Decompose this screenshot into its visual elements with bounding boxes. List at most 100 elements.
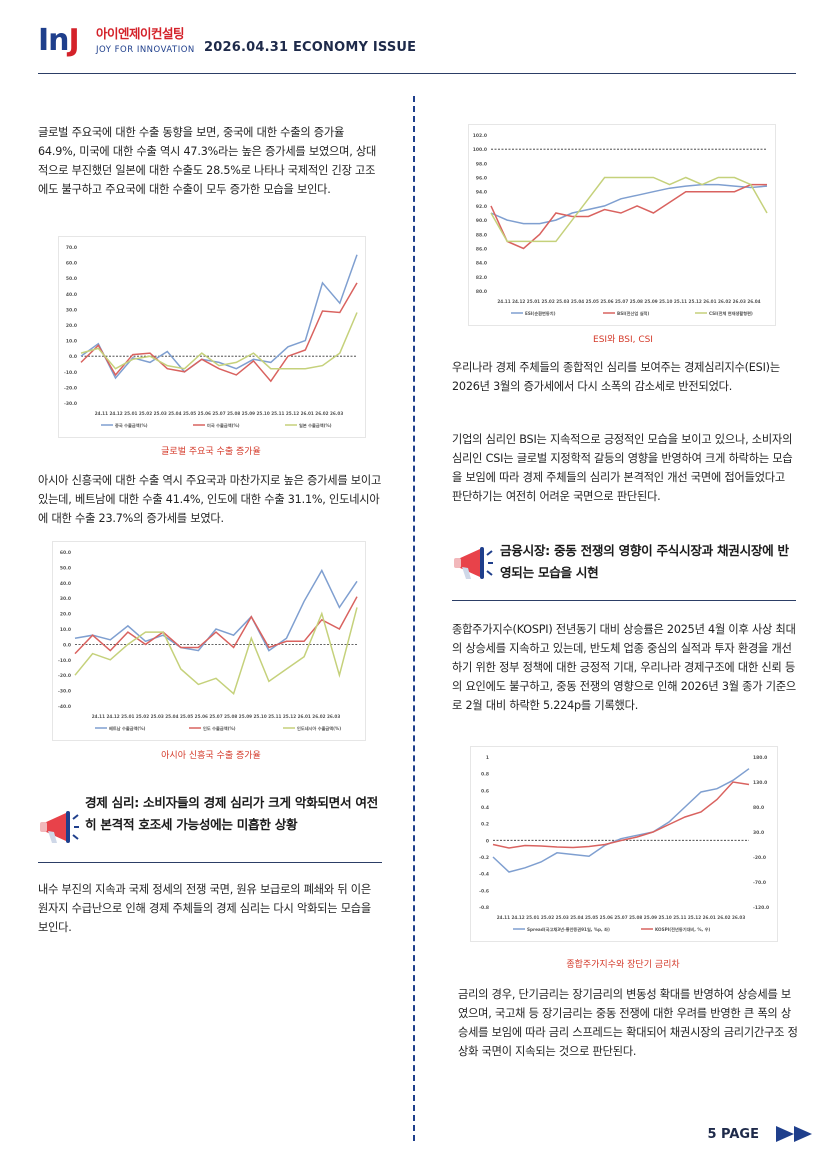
paragraph-global-exports: 글로벌 주요국에 대한 수출 동향을 보면, 중국에 대한 수출의 증가율 64… <box>38 126 377 196</box>
y-tick-label: 92.0 <box>476 204 487 210</box>
series-line <box>490 183 767 250</box>
y-tick-label: 0.2 <box>481 822 489 828</box>
series-line <box>74 607 358 696</box>
series-line <box>490 176 768 243</box>
chart-kospi-spread-svg: 1 0.8 0.6 0.4 0.2 0 -0.2 -0.4 -0.6 -0.8 180.0 130.0… <box>479 755 769 933</box>
chart-esi-bsi-csi: 102.0 100.0 98.0 96.0 94.0 92.0 90.0 88.0 86.0 84… <box>468 124 776 326</box>
y-tick-label: -20.0 <box>58 673 71 679</box>
y-tick-label: -10.0 <box>64 370 77 376</box>
x-tick-labels: 24.11 24.12 25.01 25.02 25.03 25.04 25.0… <box>92 714 341 719</box>
x-tick-labels: 24.11 24.12 25.01 25.02 25.03 25.04 25.0… <box>95 411 344 416</box>
y-tick-label: -10.0 <box>58 658 71 664</box>
x-tick-labels: 24.11 24.12 25.01 25.02 25.03 25.04 25.0… <box>497 299 760 304</box>
y-tick-label: -0.6 <box>479 888 489 894</box>
section-title-financial-market: 금융시장: 중동 전쟁의 영향이 주식시장과 채권시장에 반영되는 모습을 시현 <box>500 543 789 580</box>
y-tick-label: 40.0 <box>66 292 77 298</box>
y-tick-label: -30.0 <box>58 689 71 695</box>
legend-label: 중국 수출금액(%) <box>115 422 148 429</box>
y-tick-label: -0.8 <box>479 905 489 911</box>
y-tick-label: 88.0 <box>476 232 487 238</box>
paragraph-bsi-csi: 기업의 심리인 BSI는 지속적으로 긍정적인 모습을 보이고 있으나, 소비자… <box>452 433 793 503</box>
y-tick-label: 50.0 <box>60 565 71 571</box>
megaphone-icon <box>450 541 494 585</box>
y-tick-label: -0.4 <box>479 872 489 878</box>
paragraph-interest-rates: 금리의 경우, 단기금리는 장기금리의 변동성 확대를 반영하여 상승세를 보였… <box>458 988 798 1058</box>
y-tick-label: 90.0 <box>476 218 487 224</box>
page-number: 5 PAGE <box>707 1127 759 1142</box>
y-tick-label: -20.0 <box>64 385 77 391</box>
y-tick-label: 0.8 <box>481 772 489 778</box>
legend-label: 인도 수출금액(%) <box>203 725 236 732</box>
chart-kospi-spread: 1 0.8 0.6 0.4 0.2 0 -0.2 -0.4 -0.6 -0.8 180.0 130.0… <box>470 746 778 942</box>
y-tick-label: 0.6 <box>481 788 489 794</box>
y-tick-label: 86.0 <box>476 246 487 252</box>
y-tick-label: 1 <box>486 755 489 761</box>
series-line <box>74 568 358 652</box>
section-rule-right <box>452 600 796 601</box>
y-tick-label: -40.0 <box>58 704 71 710</box>
caption-asia-exports: 아시아 신흥국 수출 증가율 <box>161 751 261 761</box>
caption-global-exports: 글로벌 주요국 수출 증가율 <box>161 447 261 457</box>
y-tick-label: 102.0 <box>473 133 487 139</box>
y2-tick-label: 130.0 <box>753 780 767 786</box>
section-title-economic-sentiment: 경제 심리: 소비자들의 경제 심리가 크게 악화되면서 여전히 본격적 호조세… <box>85 795 378 832</box>
y-tick-label: 20.0 <box>60 612 71 618</box>
series-line <box>80 254 358 380</box>
y-tick-label: 40.0 <box>60 581 71 587</box>
y-tick-label: 30.0 <box>66 307 77 313</box>
y-tick-label: 80.0 <box>476 289 487 295</box>
legend-label: CSI(전체 현재생활형편) <box>709 310 753 317</box>
legend-label: BSI(전산업 실적) <box>617 310 649 317</box>
paragraph-esi: 우리나라 경제 주체들의 종합적인 심리를 보여주는 경제심리지수(ESI)는 … <box>452 361 780 393</box>
chart-esi-bsi-csi-svg: 102.0 100.0 98.0 96.0 94.0 92.0 90.0 88.0 86.0 84… <box>473 133 768 317</box>
y-tick-label: 10.0 <box>66 339 77 345</box>
column-divider <box>413 96 415 1141</box>
y-tick-label: 30.0 <box>60 596 71 602</box>
chart-global-exports: 70.0 60.0 50.0 40.0 30.0 20.0 10.0 0.0 -10.0 -20.… <box>58 236 366 438</box>
issue-title: 2026.04.31 ECONOMY ISSUE <box>204 40 417 55</box>
legend-label: KOSPI(전년동기대비, %, 우) <box>655 926 710 933</box>
paragraph-domestic-demand: 내수 부진의 지속과 국제 정세의 전쟁 국면, 원유 보급로의 폐쇄와 뒤 이… <box>38 883 371 934</box>
y-tick-label: -30.0 <box>64 401 77 407</box>
legend-label: 미국 수출금액(%) <box>207 422 240 429</box>
y-tick-label: 60.0 <box>66 261 77 267</box>
logo-tagline: JOY FOR INNOVATION <box>96 45 195 55</box>
legend-label: 인도네시아 수출금액(%) <box>297 725 341 732</box>
y-tick-label: 0.4 <box>481 805 489 811</box>
y-tick-label: -0.2 <box>479 855 489 861</box>
y-tick-label: 100.0 <box>473 147 487 153</box>
legend-label: 일본 수출금액(%) <box>299 422 332 429</box>
chart-global-exports-svg: 70.0 60.0 50.0 40.0 30.0 20.0 10.0 0.0 -10.0 -20.… <box>64 245 358 429</box>
series-line <box>80 282 358 383</box>
legend-label: ESI(순환변동치) <box>525 310 556 317</box>
legend-label: 베트남 수출금액(%) <box>109 725 146 732</box>
y-tick-label: 96.0 <box>476 176 487 182</box>
y-tick-label: 20.0 <box>66 323 77 329</box>
y-tick-label: 98.0 <box>476 161 487 167</box>
y-tick-label: 0 <box>486 838 489 844</box>
y-tick-label: 0.0 <box>63 642 71 648</box>
logo-mark: InJ <box>38 23 80 58</box>
y-tick-label: 0.0 <box>69 354 77 360</box>
y-tick-label: 82.0 <box>476 275 487 281</box>
section-rule-left <box>38 862 382 863</box>
caption-kospi-spread: 종합주가지수와 장단기 금리차 <box>566 960 680 970</box>
x-tick-labels: 24.11 24.12 25.01 25.02 25.03 25.04 25.0… <box>497 915 746 920</box>
y-tick-label: 50.0 <box>66 276 77 282</box>
chart-asia-exports-svg: 60.0 50.0 40.0 30.0 20.0 10.0 0.0 -10.0 -20.0 -30… <box>58 550 358 732</box>
series-line <box>80 312 358 370</box>
header-rule <box>38 73 796 74</box>
y2-tick-label: -70.0 <box>753 880 766 886</box>
y-tick-label: 60.0 <box>60 550 71 556</box>
caption-esi-bsi-csi: ESI와 BSI, CSI <box>593 335 653 345</box>
series-line <box>492 781 750 849</box>
next-arrows-icon <box>774 1124 818 1144</box>
y-tick-label: 84.0 <box>476 261 487 267</box>
y2-tick-label: 30.0 <box>753 830 764 836</box>
logo-korean-name: 아이엔제이컨설팅 <box>96 26 185 41</box>
series-line <box>74 596 358 655</box>
y2-tick-label: -120.0 <box>753 905 769 911</box>
paragraph-asia-exports: 아시아 신흥국에 대한 수출 역시 주요국과 마찬가지로 높은 증가세를 보이고… <box>38 474 382 525</box>
y-tick-label: 94.0 <box>476 190 487 196</box>
y-tick-label: 10.0 <box>60 627 71 633</box>
